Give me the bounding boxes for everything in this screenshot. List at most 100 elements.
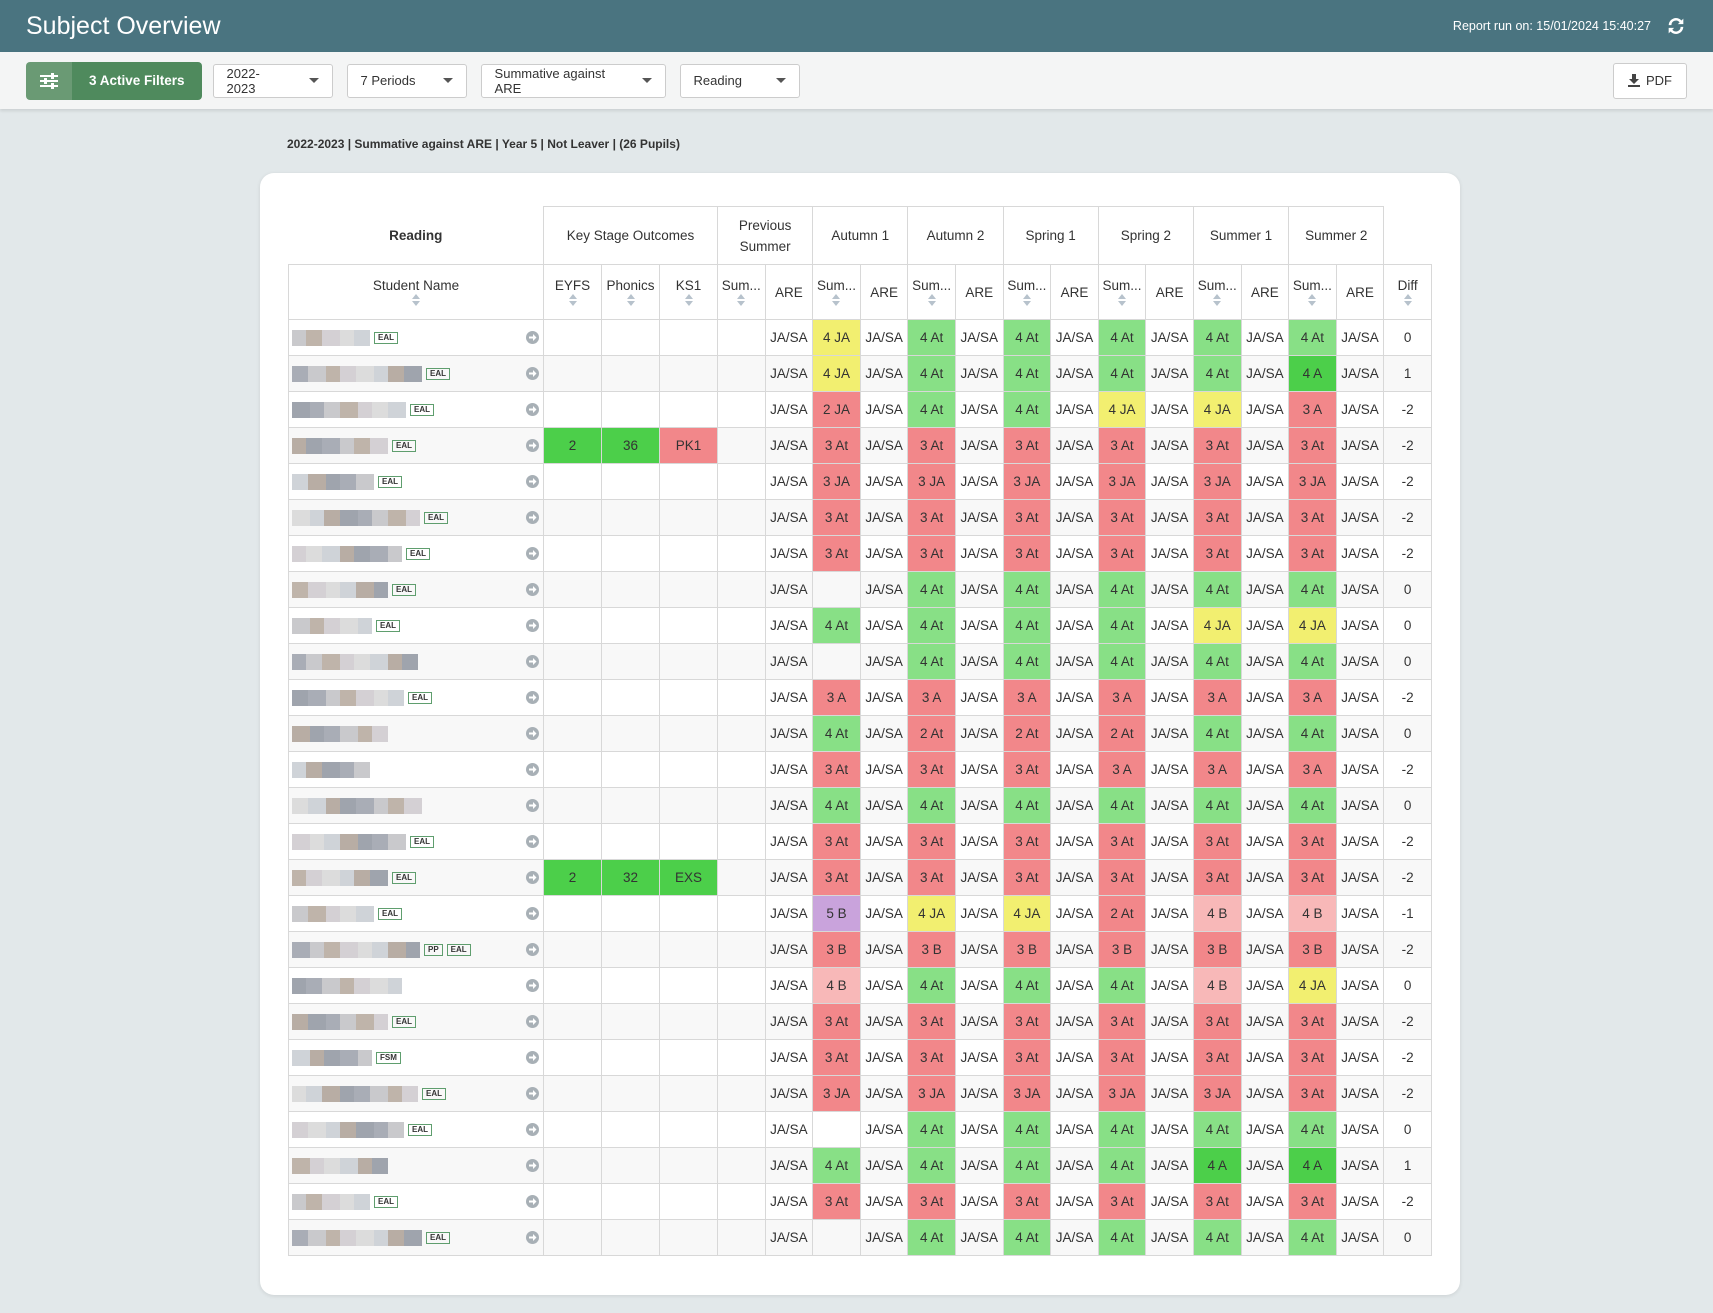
open-student[interactable] (526, 403, 539, 416)
empty-cell (659, 463, 718, 500)
grade-cell: JA/SA (954, 1111, 1004, 1148)
blurred-name (356, 905, 374, 922)
open-student[interactable] (526, 619, 539, 632)
blurred-name (356, 473, 374, 490)
open-student[interactable] (526, 727, 539, 740)
open-student[interactable] (526, 1051, 539, 1064)
grade-cell: 3 At (907, 823, 956, 860)
grade-cell: -2 (1383, 1183, 1432, 1220)
open-student[interactable] (526, 1159, 539, 1172)
grade-cell: 4 JA (812, 319, 861, 356)
sort-icon[interactable] (832, 294, 841, 306)
grade-cell: 3 A (812, 679, 861, 716)
student-row: EAL JA/SA 3 At JA/SA 3 At JA/SA 3 At JA/SA 3 At J… (288, 823, 1432, 860)
open-student[interactable] (526, 1087, 539, 1100)
grade-cell: 2 (543, 859, 602, 896)
grade-cell: 4 A (1192, 1147, 1242, 1184)
grade-cell: JA/SA (859, 1111, 909, 1148)
open-student[interactable] (526, 1015, 539, 1028)
grade-cell: 0 (1383, 967, 1432, 1004)
open-student[interactable] (526, 655, 539, 668)
open-student[interactable] (526, 1195, 539, 1208)
blurred-name (340, 545, 354, 562)
grade-cell: JA/SA (859, 1075, 909, 1112)
column-label: EYFS (554, 278, 591, 293)
active-filters-button[interactable]: 3 Active Filters (26, 61, 202, 100)
pdf-button[interactable]: PDF (1613, 62, 1687, 99)
dropdown[interactable]: Reading (679, 63, 800, 98)
sort-icon[interactable] (1022, 294, 1031, 306)
empty-cell (717, 1075, 766, 1112)
group-header: Summer 2 (1288, 206, 1385, 265)
grade-cell: -2 (1383, 427, 1432, 464)
sliders-icon (40, 72, 58, 89)
grade-cell: 3 At (1002, 427, 1052, 464)
empty-cell (717, 643, 766, 680)
open-student[interactable] (526, 943, 539, 956)
open-student[interactable] (526, 979, 539, 992)
open-student[interactable] (526, 475, 539, 488)
column-label: ARE (1346, 284, 1374, 300)
open-student[interactable] (526, 367, 539, 380)
blurred-name (402, 653, 418, 670)
dropdown[interactable]: Summative against ARE (480, 63, 666, 98)
open-student[interactable] (526, 439, 539, 452)
open-student[interactable] (526, 835, 539, 848)
grade-cell: 3 At (1002, 1003, 1052, 1040)
grade-cell: JA/SA (954, 967, 1004, 1004)
sort-icon[interactable] (412, 294, 420, 306)
empty-cell (659, 751, 718, 788)
blurred-name (340, 1229, 356, 1246)
grade-cell: JA/SA (1335, 715, 1385, 752)
grade-cell: JA/SA (1050, 715, 1099, 752)
refresh-button[interactable] (1665, 15, 1687, 37)
sort-icon[interactable] (1403, 294, 1412, 306)
dropdown[interactable]: 7 Periods (346, 63, 467, 98)
sort-icon[interactable] (1213, 294, 1222, 306)
open-student[interactable] (526, 691, 539, 704)
student-row: EAL JA/SA 3 At JA/SA 3 At JA/SA 3 At JA/SA 3 At J… (288, 535, 1432, 572)
open-student[interactable] (526, 871, 539, 884)
sort-icon[interactable] (927, 294, 936, 306)
grade-cell: 4 At (1002, 391, 1052, 428)
sort-icon[interactable] (626, 294, 635, 306)
blurred-name (310, 941, 324, 958)
open-student[interactable] (526, 907, 539, 920)
grade-cell: JA/SA (1240, 607, 1290, 644)
open-student[interactable] (526, 763, 539, 776)
grade-cell: 3 At (1097, 1039, 1147, 1076)
student-name-cell: EAL (288, 1219, 544, 1256)
open-student[interactable] (526, 1231, 539, 1244)
open-student[interactable] (526, 799, 539, 812)
grade-cell: JA/SA (859, 1039, 909, 1076)
grade-cell: JA/SA (764, 1003, 814, 1040)
grade-cell: 3 A (907, 679, 956, 716)
grade-cell: -2 (1383, 391, 1432, 428)
grade-cell: 3 At (1288, 1183, 1337, 1220)
blurred-name (354, 1193, 370, 1210)
grade-cell: JA/SA (1050, 1075, 1099, 1112)
open-student[interactable] (526, 331, 539, 344)
sort-icon[interactable] (737, 294, 746, 306)
grade-cell: JA/SA (859, 859, 909, 896)
student-name-cell: EAL (288, 1075, 544, 1112)
open-student[interactable] (526, 583, 539, 596)
sort-icon[interactable] (684, 294, 693, 306)
sort-icon[interactable] (1308, 294, 1317, 306)
empty-cell (543, 319, 602, 356)
grade-cell: JA/SA (1050, 1183, 1099, 1220)
grade-cell: -2 (1383, 535, 1432, 572)
grade-cell: JA/SA (1050, 679, 1099, 716)
dropdown[interactable]: 2022-2023 (212, 63, 333, 98)
open-student[interactable] (526, 547, 539, 560)
blurred-name (292, 653, 306, 670)
grade-cell: JA/SA (1145, 895, 1194, 932)
student-row: EAL JA/SA 3 At JA/SA 3 At JA/SA 3 At JA/SA 3 At J… (288, 499, 1432, 536)
open-student[interactable] (526, 511, 539, 524)
empty-cell (601, 1039, 660, 1076)
grade-cell: JA/SA (1335, 751, 1385, 788)
sort-icon[interactable] (568, 294, 577, 306)
open-student[interactable] (526, 1123, 539, 1136)
sort-icon[interactable] (1118, 294, 1127, 306)
grade-cell: JA/SA (1240, 931, 1290, 968)
